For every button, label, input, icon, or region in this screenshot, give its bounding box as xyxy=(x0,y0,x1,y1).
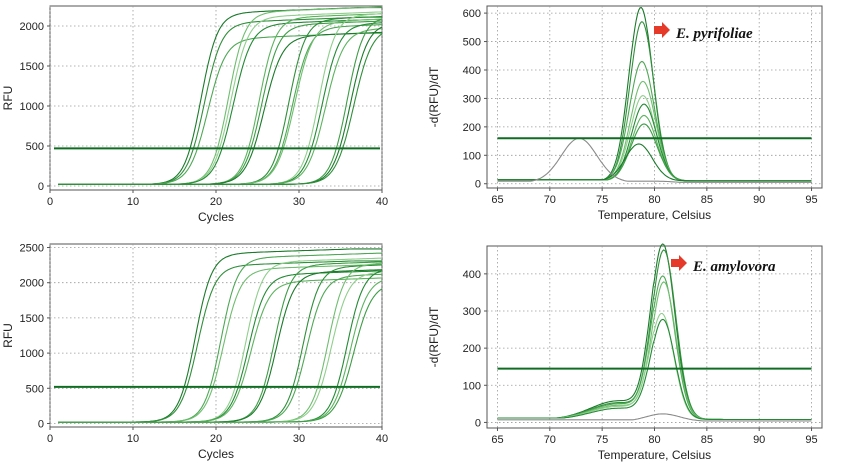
x-tick-label: 0 xyxy=(47,196,53,208)
x-tick-label: 0 xyxy=(47,433,53,445)
y-tick-label: 200 xyxy=(463,343,481,355)
y-tick-label: 0 xyxy=(38,181,44,193)
red-arrow-icon xyxy=(671,255,687,271)
y-tick-label: 400 xyxy=(463,269,481,281)
y-tick-label: 500 xyxy=(463,37,481,49)
x-tick-label: 70 xyxy=(544,194,556,206)
y-tick-label: 200 xyxy=(463,122,481,134)
y-axis-label: RFU xyxy=(1,86,15,111)
x-tick-label: 70 xyxy=(544,434,556,446)
x-tick-label: 20 xyxy=(210,433,222,445)
melt-chart-top: 65 70 75 80 85 90 95 0 100 200 300 400 500 600 Tempera… xyxy=(427,5,823,222)
curve-6 xyxy=(497,413,812,422)
y-tick-label: 100 xyxy=(463,150,481,162)
y-tick-label: 1000 xyxy=(20,348,44,360)
species-annotation: E. amylovora xyxy=(692,259,776,275)
y-tick-label: 1500 xyxy=(20,61,44,73)
x-tick-label: 10 xyxy=(127,196,139,208)
y-tick-label: 2500 xyxy=(20,243,44,255)
x-tick-label: 75 xyxy=(596,434,608,446)
x-tick-label: 20 xyxy=(210,196,222,208)
y-tick-label: 0 xyxy=(475,179,481,191)
y-tick-label: 0 xyxy=(38,418,44,430)
curves xyxy=(497,243,812,422)
red-arrow-icon xyxy=(654,22,670,38)
species-annotation: E. pyrifoliae xyxy=(675,26,753,42)
y-tick-label: 600 xyxy=(463,8,481,20)
curve-8 xyxy=(497,143,812,182)
x-tick-label: 40 xyxy=(376,433,388,445)
y-tick-label: 300 xyxy=(463,93,481,105)
x-tick-label: 90 xyxy=(753,434,765,446)
y-tick-label: 1500 xyxy=(20,313,44,325)
x-axis-label: Temperature, Celsius xyxy=(598,208,711,222)
y-axis-label: RFU xyxy=(1,323,15,348)
curves xyxy=(58,248,383,423)
y-tick-label: 2000 xyxy=(20,278,44,290)
y-tick-label: 1000 xyxy=(20,101,44,113)
x-tick-label: 65 xyxy=(491,434,503,446)
x-tick-label: 85 xyxy=(701,194,713,206)
y-tick-label: 0 xyxy=(475,417,481,429)
y-tick-label: 400 xyxy=(463,65,481,77)
y-tick-label: 100 xyxy=(463,380,481,392)
x-tick-label: 75 xyxy=(596,194,608,206)
y-tick-label: 500 xyxy=(26,383,44,395)
curves xyxy=(58,6,383,185)
y-tick-label: 300 xyxy=(463,306,481,318)
x-tick-label: 90 xyxy=(753,194,765,206)
melt-chart-bottom: 65 70 75 80 85 90 95 0 100 200 300 400 Temperature, … xyxy=(427,243,823,462)
x-tick-label: 80 xyxy=(648,194,660,206)
x-tick-label: 30 xyxy=(293,196,305,208)
x-tick-label: 95 xyxy=(805,434,817,446)
amplification-chart-top: 0 10 20 30 40 0 500 1000 1500 2000 Cycles RFU xyxy=(1,5,388,224)
curves xyxy=(497,7,812,183)
curve-17 xyxy=(58,33,383,185)
y-axis-label: -d(RFU)/dT xyxy=(427,66,441,127)
plot-area xyxy=(486,5,823,189)
x-tick-label: 95 xyxy=(805,194,817,206)
x-tick-label: 80 xyxy=(648,434,660,446)
x-tick-label: 40 xyxy=(376,196,388,208)
x-tick-label: 30 xyxy=(293,433,305,445)
x-axis-label: Temperature, Celsius xyxy=(598,448,711,462)
y-axis-label: -d(RFU)/dT xyxy=(427,306,441,367)
x-tick-label: 85 xyxy=(701,434,713,446)
curve-9 xyxy=(497,137,812,183)
amplification-chart-bottom: 0 10 20 30 40 0 500 1000 1500 2000 2500 Cycles RFU xyxy=(1,243,388,461)
x-axis-label: Cycles xyxy=(198,447,234,461)
x-tick-label: 10 xyxy=(127,433,139,445)
curve-5 xyxy=(497,318,812,421)
curve-15 xyxy=(58,288,383,423)
y-tick-label: 2000 xyxy=(20,21,44,33)
x-axis-label: Cycles xyxy=(198,210,234,224)
x-tick-label: 65 xyxy=(491,194,503,206)
y-tick-label: 500 xyxy=(26,141,44,153)
